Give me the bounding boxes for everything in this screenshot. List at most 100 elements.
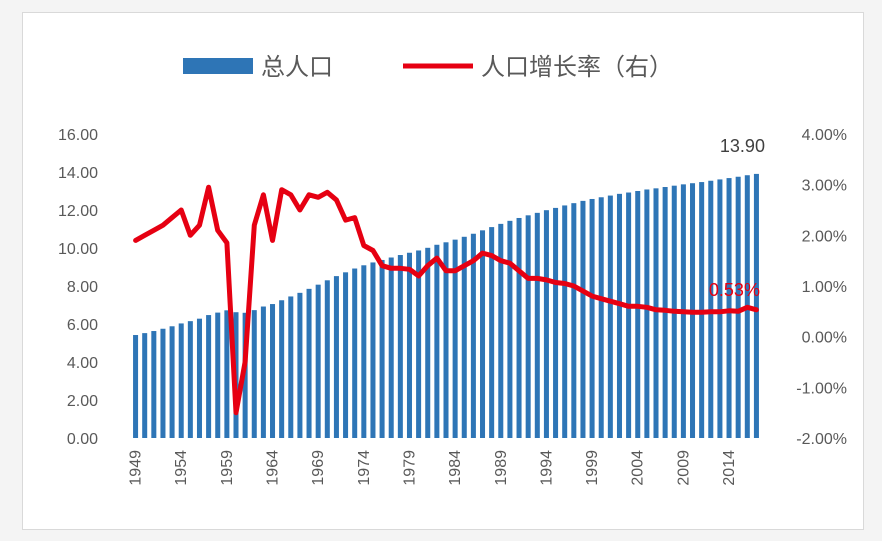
population-bar	[589, 198, 595, 438]
population-bar	[416, 250, 422, 438]
left-y-tick-label: 6.00	[67, 317, 98, 334]
population-bar	[616, 193, 622, 438]
population-bar	[406, 252, 412, 438]
population-bar	[562, 205, 568, 438]
chart-card: 总人口 人口增长率（右） 0.00 2.00 4.00 6.00 8.00 10.00 12…	[22, 12, 864, 530]
population-bar	[196, 318, 202, 438]
x-tick-label: 1984	[447, 450, 464, 486]
right-y-tick-label: -1.00%	[796, 380, 847, 397]
population-bar	[425, 247, 431, 438]
population-bar	[626, 192, 632, 438]
x-tick-label: 1979	[401, 450, 418, 486]
population-bar	[343, 272, 349, 438]
population-bar	[498, 223, 504, 438]
x-tick-label: 1994	[538, 450, 555, 486]
bar-series	[133, 173, 759, 439]
population-bar	[653, 188, 659, 438]
population-bar	[452, 239, 458, 438]
growth-rate-line	[133, 184, 759, 416]
right-y-tick-label: 3.00%	[802, 178, 847, 195]
left-y-tick-label: 0.00	[67, 431, 98, 448]
population-bar	[333, 276, 339, 438]
left-y-tick-label: 10.00	[58, 241, 98, 258]
population-bar	[507, 220, 513, 438]
population-chart: 总人口 人口增长率（右） 0.00 2.00 4.00 6.00 8.00 10.00 12…	[58, 53, 847, 486]
line-series	[133, 184, 759, 416]
population-bar	[178, 323, 184, 438]
legend-bar-swatch	[183, 58, 253, 74]
population-bar	[315, 284, 321, 438]
x-axis: 1949 1954 1959 1964 1969 1974 1979 1984 1989 1994…	[128, 450, 738, 486]
x-tick-label: 1989	[493, 450, 510, 486]
population-bar	[352, 268, 358, 438]
population-bar	[206, 315, 212, 438]
right-y-tick-label: -2.00%	[796, 431, 847, 448]
population-bar	[470, 233, 476, 438]
population-bar	[726, 178, 732, 438]
population-bar	[260, 306, 266, 438]
x-tick-label: 1969	[310, 450, 327, 486]
population-bar	[753, 173, 759, 438]
right-y-tick-label: 0.00%	[802, 330, 847, 347]
last-line-value-label: 0.53%	[709, 280, 760, 300]
population-bar	[480, 230, 486, 438]
population-bar	[489, 227, 495, 438]
population-bar	[717, 179, 723, 438]
population-bar	[516, 217, 522, 438]
population-bar	[151, 331, 157, 438]
population-bar	[388, 257, 394, 438]
x-tick-label: 1999	[584, 450, 601, 486]
legend: 总人口 人口增长率（右）	[183, 53, 673, 81]
left-y-tick-label: 8.00	[67, 279, 98, 296]
population-bar	[434, 244, 440, 438]
population-bar	[361, 265, 367, 438]
population-bar	[279, 300, 285, 438]
left-y-axis: 0.00 2.00 4.00 6.00 8.00 10.00 12.00 14.00 16.00	[58, 127, 98, 448]
population-bar	[324, 280, 330, 438]
last-bar-value-label: 13.90	[720, 136, 765, 156]
population-bar	[142, 333, 148, 438]
population-bar	[270, 304, 276, 438]
population-bar	[534, 212, 540, 438]
legend-line-label: 人口增长率（右）	[481, 53, 673, 81]
population-bar	[443, 242, 449, 438]
right-y-axis: -2.00% -1.00% 0.00% 1.00% 2.00% 3.00% 4.00%	[796, 127, 847, 448]
population-bar	[397, 255, 403, 438]
x-tick-label: 2009	[675, 450, 692, 486]
left-y-tick-label: 14.00	[58, 165, 98, 182]
x-tick-label: 1964	[265, 450, 282, 486]
population-bar	[297, 292, 303, 438]
population-bar	[607, 195, 613, 438]
population-bar	[571, 203, 577, 438]
population-bar	[251, 310, 257, 438]
population-bar	[461, 236, 467, 438]
population-bar	[379, 259, 385, 438]
x-tick-label: 2014	[721, 450, 738, 486]
x-tick-label: 1959	[219, 450, 236, 486]
x-tick-label: 1974	[356, 450, 373, 486]
population-bar	[306, 288, 312, 438]
population-bar	[169, 326, 175, 438]
x-tick-label: 1949	[128, 450, 145, 486]
legend-bar-label: 总人口	[261, 53, 333, 81]
population-bar	[525, 215, 531, 438]
right-y-tick-label: 4.00%	[802, 127, 847, 144]
population-bar	[288, 296, 294, 438]
population-bar	[735, 176, 741, 438]
left-y-tick-label: 12.00	[58, 203, 98, 220]
population-bar	[644, 189, 650, 438]
right-y-tick-label: 2.00%	[802, 228, 847, 245]
right-y-tick-label: 1.00%	[802, 279, 847, 296]
left-y-tick-label: 2.00	[67, 393, 98, 410]
x-tick-label: 2004	[630, 450, 647, 486]
population-bar	[635, 191, 641, 438]
left-y-tick-label: 4.00	[67, 355, 98, 372]
population-bar	[580, 200, 586, 438]
population-bar	[160, 328, 166, 438]
population-bar	[598, 197, 604, 438]
population-bar	[133, 335, 139, 438]
left-y-tick-label: 16.00	[58, 127, 98, 144]
population-bar	[224, 310, 230, 438]
population-bar	[543, 210, 549, 438]
x-tick-label: 1954	[173, 450, 190, 486]
